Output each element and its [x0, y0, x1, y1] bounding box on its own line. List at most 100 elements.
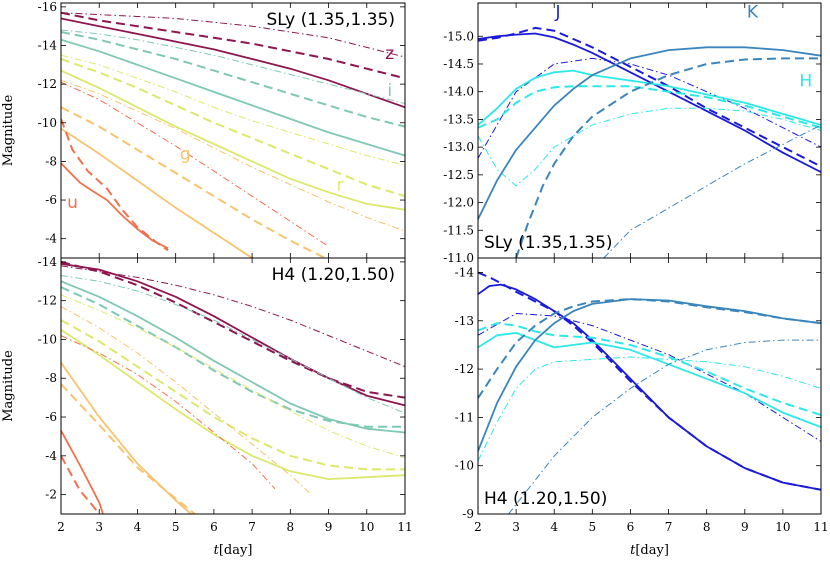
- y-tick-label: -14.0: [443, 85, 474, 99]
- y-tick-label: -11: [455, 410, 474, 424]
- series-line-z-solid: [61, 262, 405, 407]
- series-line-J-solid: [478, 32, 821, 173]
- x-tick-label: 11: [813, 520, 828, 534]
- series-line-K-solid: [478, 298, 821, 452]
- series-line-z-dashed: [61, 11, 405, 80]
- y-tick-label: -10: [455, 459, 474, 473]
- x-tick-label: 9: [325, 520, 333, 534]
- series-group: [478, 271, 821, 514]
- series-line-r-dashdot: [61, 54, 405, 166]
- series-line-H-dashdot: [478, 356, 821, 462]
- y-tick-label: -13.5: [443, 112, 474, 126]
- y-tick-label: -4: [45, 232, 57, 246]
- y-tick-label: -12: [38, 77, 57, 91]
- series-line-u-dashed: [61, 118, 169, 252]
- x-axis-label: t[day]: [630, 543, 669, 558]
- chart-panel-3: 2 3 4 5 6 7 8 9 10 11 -9 -10 -11 -12 -13 -14 H4 (1.20,1.…: [455, 257, 829, 558]
- band-label-u: u: [67, 193, 78, 213]
- x-tick-label: 8: [287, 520, 295, 534]
- y-tick-label: -9: [462, 507, 474, 521]
- x-tick-label: 10: [359, 520, 374, 534]
- series-line-u-dashdot: [61, 335, 276, 490]
- band-label-r: r: [337, 176, 344, 196]
- series-line-r-dashed: [61, 58, 405, 198]
- x-tick-label: 4: [550, 520, 558, 534]
- series-line-g-dashed: [61, 383, 196, 514]
- series-line-K-solid: [478, 46, 821, 220]
- band-label-i: i: [387, 81, 392, 101]
- series-line-K-dashdot: [603, 124, 821, 258]
- series-line-J-dashdot: [478, 57, 821, 159]
- chart-panel-2: 2 3 4 5 6 7 8 9 10 11 -2 -4 -6 -8 -10 -12 -14 H4 (1.20,1.…: [1, 255, 413, 558]
- panel-title: SLy (1.35,1.35): [266, 10, 395, 30]
- y-tick-label: -16: [38, 0, 57, 14]
- y-tick-label: -11.5: [443, 223, 474, 237]
- series-line-i-dashed: [61, 286, 405, 428]
- x-tick-label: 4: [134, 520, 142, 534]
- x-tick-label: 6: [210, 520, 218, 534]
- band-label-g: g: [180, 145, 191, 165]
- y-tick-label: -4: [45, 449, 57, 463]
- series-line-i-dashdot: [61, 275, 405, 414]
- y-tick-label: -12: [38, 294, 57, 308]
- series-group: [61, 260, 405, 514]
- series-line-K-dashdot: [508, 339, 821, 514]
- y-tick-label: -8: [45, 154, 57, 168]
- chart-panel-1: -11.0 -11.5 -12.0 -12.5 -13.0 -13.5 -14.0 -14.5…: [443, 2, 822, 265]
- series-line-u-solid: [61, 162, 169, 250]
- band-label-H: H: [799, 72, 812, 92]
- x-tick-label: 3: [512, 520, 520, 534]
- y-tick-label: -14: [455, 265, 475, 279]
- series-line-g-solid: [61, 127, 256, 258]
- series-line-g-solid: [61, 362, 192, 514]
- series-line-H-solid: [478, 331, 821, 428]
- panel-title: SLy (1.35,1.35): [484, 233, 613, 253]
- y-tick-label: -6: [45, 410, 57, 424]
- series-line-H-solid: [478, 69, 821, 126]
- series-line-J-dashed: [478, 26, 821, 168]
- series-line-J-dashed: [478, 271, 821, 491]
- series-line-g-dashdot: [61, 79, 405, 232]
- y-tick-label: -14: [38, 255, 58, 269]
- band-label-z: z: [385, 44, 394, 64]
- x-tick-label: 8: [703, 520, 711, 534]
- y-tick-label: -10: [38, 332, 57, 346]
- series-line-i-dashed: [61, 31, 405, 128]
- panel-title: H4 (1.20,1.50): [484, 489, 607, 509]
- x-tick-label: 9: [741, 520, 749, 534]
- y-tick-label: -13.0: [443, 140, 474, 154]
- x-axis-label: t[day]: [214, 543, 253, 558]
- y-tick-label: -14.5: [443, 57, 474, 71]
- y-tick-label: -15.0: [443, 29, 474, 43]
- y-tick-label: -12: [455, 362, 474, 376]
- series-line-i-solid: [61, 38, 405, 157]
- series-line-u-solid: [61, 430, 104, 514]
- series-line-r-dashdot: [61, 294, 405, 459]
- x-tick-label: 6: [627, 520, 635, 534]
- x-tick-label: 10: [775, 520, 790, 534]
- axes-frame: [60, 257, 406, 515]
- series-line-H-dashed: [478, 85, 821, 129]
- x-tick-label: 5: [589, 520, 597, 534]
- x-tick-label: 7: [248, 520, 256, 534]
- series-line-J-dashdot: [478, 313, 821, 442]
- band-label-K: K: [747, 2, 759, 22]
- y-tick-label: -8: [45, 371, 57, 385]
- series-line-z-solid: [61, 17, 405, 109]
- series-line-z-dashdot: [61, 265, 405, 368]
- y-tick-label: -12.5: [443, 168, 474, 182]
- series-line-H-dashed: [478, 322, 821, 416]
- series-line-r-dashed: [61, 319, 405, 471]
- series-line-u-dashed: [61, 455, 100, 514]
- series-group: [61, 11, 405, 258]
- x-tick-label: 2: [474, 520, 482, 534]
- x-tick-label: 3: [95, 520, 103, 534]
- y-tick-label: -12.0: [443, 196, 474, 210]
- x-tick-label: 7: [665, 520, 673, 534]
- series-line-r-solid: [61, 69, 405, 211]
- y-tick-label: -6: [45, 193, 57, 207]
- series-line-K-dashed: [478, 298, 821, 399]
- x-tick-label: 2: [57, 520, 65, 534]
- series-line-i-dashdot: [61, 29, 405, 104]
